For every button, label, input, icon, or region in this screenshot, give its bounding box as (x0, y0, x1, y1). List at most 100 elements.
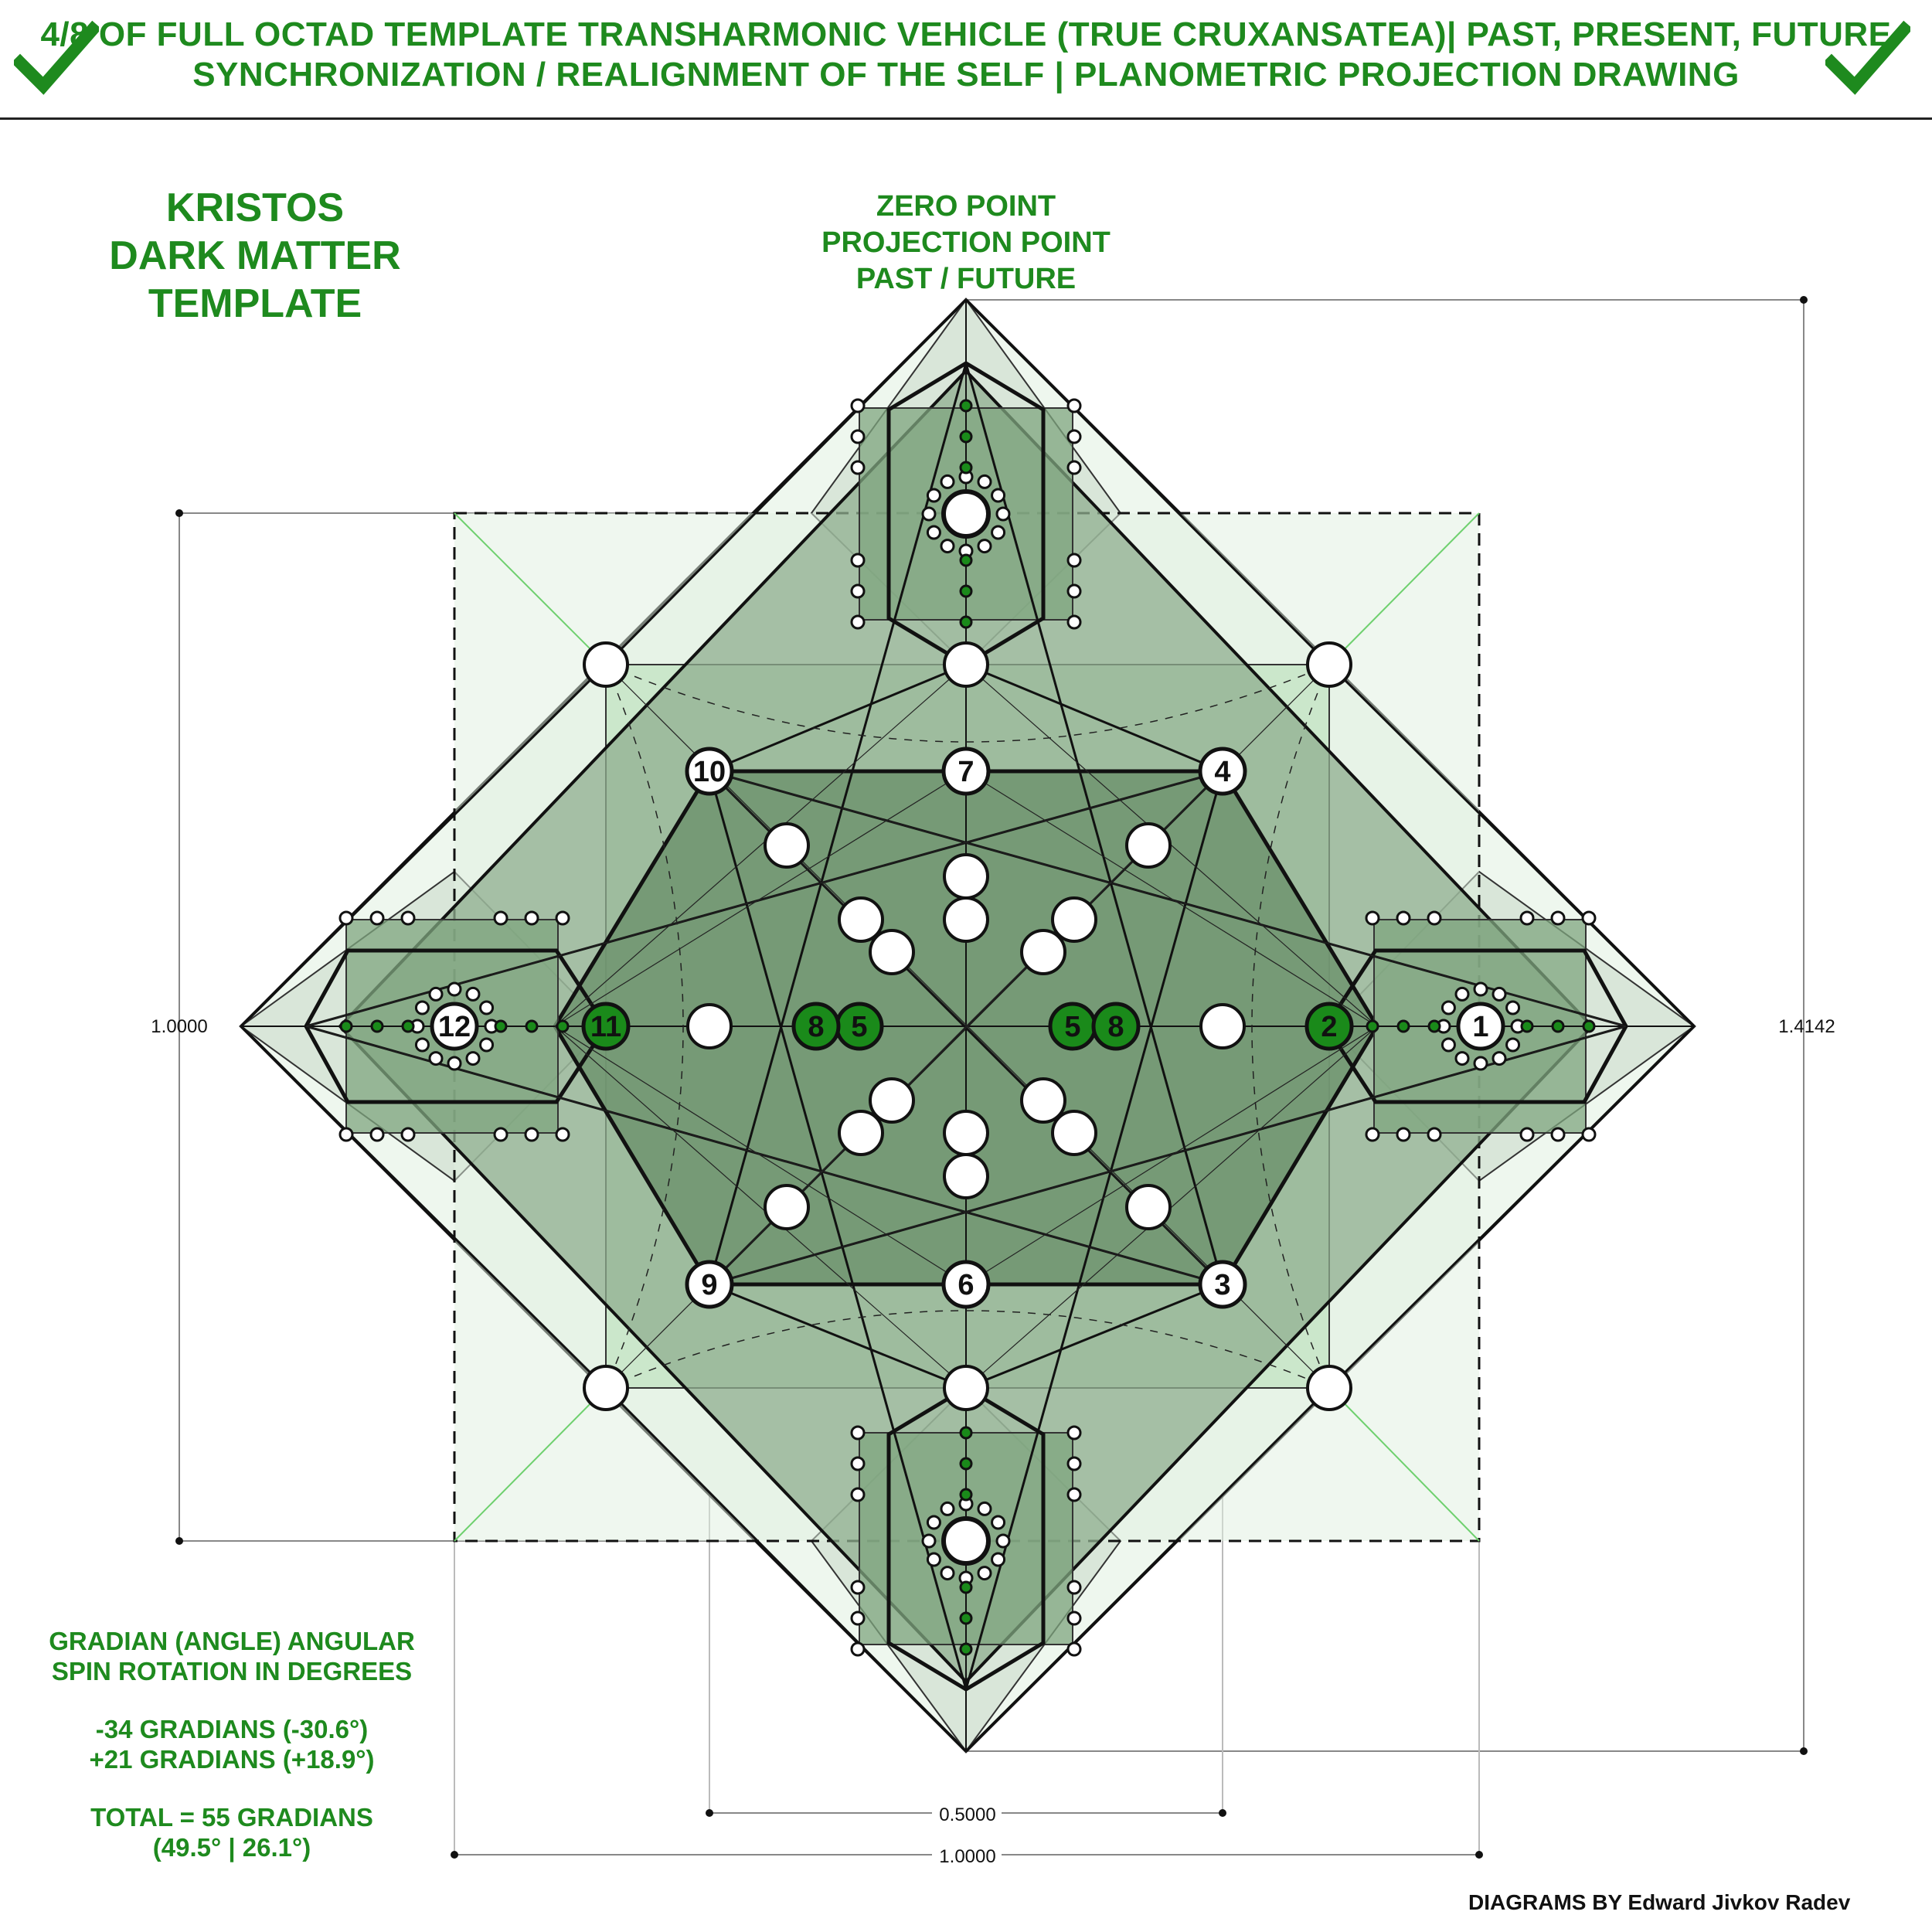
node-dot (1396, 1127, 1411, 1142)
node-dot (1550, 910, 1566, 926)
node-3: 3 (1198, 1260, 1247, 1309)
node-label: 4 (1214, 756, 1230, 788)
node-dot (850, 1487, 866, 1502)
node-dot (850, 1580, 866, 1595)
node-label: 10 (693, 756, 726, 788)
zero-point-label: ZERO POINT PROJECTION POINT PAST / FUTUR… (781, 189, 1151, 298)
node-2: 2 (1304, 1002, 1354, 1051)
header-title-line-2: SYNCHRONIZATION / REALIGNMENT OF THE SEL… (192, 56, 1740, 94)
node-label: 5 (851, 1011, 867, 1043)
node-dot (1520, 1019, 1534, 1033)
node-5: 5 (835, 1002, 884, 1051)
gradian-total-2: (49.5° | 26.1°) (152, 1833, 311, 1862)
node-dot (850, 460, 866, 475)
node-dot (400, 1127, 416, 1142)
node-1: 1 (1456, 1002, 1505, 1051)
node-12: 12 (430, 1002, 479, 1051)
check-mark-icon (14, 20, 99, 95)
node-label: 3 (1214, 1269, 1230, 1301)
check-mark-icon (1825, 20, 1910, 95)
gradian-value-2: +21 GRADIANS (+18.9°) (89, 1745, 375, 1774)
node-dot (1066, 1580, 1082, 1595)
zero-point-line-3: PAST / FUTURE (855, 263, 1077, 295)
node-dot (1492, 986, 1507, 1002)
gradian-title-1: GRADIAN (ANGLE) ANGULAR (49, 1627, 415, 1655)
node-dot (338, 910, 354, 926)
node-dot (1366, 1019, 1379, 1033)
node-dot (493, 910, 509, 926)
dimension-bottom-inner: 0.5000 (939, 1804, 995, 1825)
node-10: 10 (685, 747, 734, 796)
node-dot (465, 986, 481, 1002)
node-label: 2 (1321, 1011, 1337, 1043)
node-dot (850, 583, 866, 599)
node-dot (479, 1037, 495, 1053)
node-dot (991, 488, 1006, 503)
node-dot (1066, 583, 1082, 599)
zero-point-line-1: ZERO POINT (876, 190, 1056, 223)
node-dot (850, 1641, 866, 1657)
template-title-line-2: DARK MATTER (109, 233, 401, 278)
node-dot (1396, 910, 1411, 926)
node-dot (1066, 614, 1082, 630)
node-dot (1551, 1019, 1565, 1033)
node-dot (1066, 1487, 1082, 1502)
node-dot (1066, 1641, 1082, 1657)
node-dot (995, 1533, 1011, 1549)
node-dot (940, 1501, 955, 1516)
node-label: 12 (438, 1011, 471, 1043)
node-dot (400, 910, 416, 926)
gradian-title-2: SPIN ROTATION IN DEGREES (51, 1657, 413, 1685)
corner-diagonals (454, 512, 1480, 1542)
node-dot (1066, 553, 1082, 568)
node-dot (959, 1426, 973, 1440)
node-dot (555, 1127, 570, 1142)
dashed-curves (605, 664, 1330, 1389)
node-label: 7 (957, 756, 974, 788)
node-dot (1427, 1127, 1442, 1142)
node-7: 7 (941, 747, 991, 796)
node-dot (479, 1000, 495, 1015)
node-dot (1440, 1000, 1456, 1015)
node-dot (850, 1456, 866, 1471)
zero-point-line-2: PROJECTION POINT (821, 226, 1111, 259)
node-dot (959, 553, 973, 567)
node-dot (1505, 1000, 1521, 1015)
gradian-value-1: -34 GRADIANS (-30.6°) (95, 1715, 369, 1743)
node-dot (991, 1515, 1006, 1530)
node-dot (940, 1566, 955, 1581)
node-dot (428, 986, 444, 1002)
node-dot (926, 1515, 941, 1530)
node-dot (1550, 1127, 1566, 1142)
dimension-right: 1.4142 (1778, 1016, 1835, 1037)
node-dot (1066, 460, 1082, 475)
node-dot (414, 1037, 430, 1053)
node-dot (850, 429, 866, 444)
node-label: 8 (1107, 1011, 1124, 1043)
node-dot (414, 1000, 430, 1015)
node-dot (850, 1425, 866, 1440)
node-dot (1519, 1127, 1535, 1142)
node-dot (524, 1127, 539, 1142)
node-label: 1 (1472, 1011, 1488, 1043)
node-dot (959, 399, 973, 413)
node-dot (493, 1127, 509, 1142)
node-dot (1519, 910, 1535, 926)
node-dot (369, 910, 385, 926)
node-dot (556, 1019, 570, 1033)
node-dot (401, 1019, 415, 1033)
node-dot (1066, 398, 1082, 413)
template-title-line-1: KRISTOS (165, 185, 345, 230)
node-dot (977, 474, 992, 489)
template-title: KRISTOS DARK MATTER TEMPLATE (93, 184, 417, 328)
dimension-end-dots (175, 296, 1808, 1859)
node-dot (959, 1580, 973, 1594)
node-dot (1492, 1051, 1507, 1066)
template-title-line-3: TEMPLATE (148, 281, 362, 326)
node-dot (959, 1488, 973, 1502)
node-dot (977, 1566, 992, 1581)
node-dot (1505, 1037, 1521, 1053)
node-dot (850, 1611, 866, 1626)
